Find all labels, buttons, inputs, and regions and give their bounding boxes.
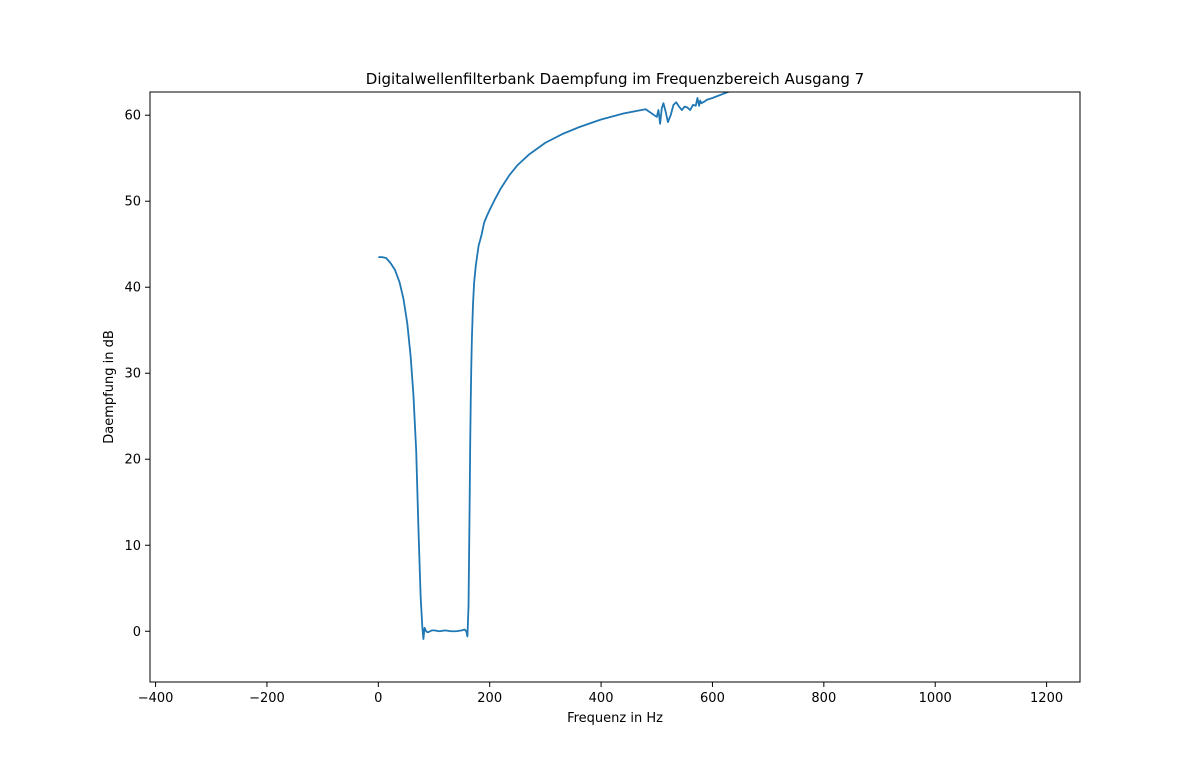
y-axis-ticks: 0 10 20 30 40 50 60	[124, 109, 150, 640]
y-tick-label: 10	[124, 539, 141, 554]
y-tick-label: 0	[133, 625, 141, 640]
y-tick-label: 50	[124, 195, 141, 210]
x-tick-label: 600	[700, 691, 725, 706]
y-tick-label: 20	[124, 453, 141, 468]
y-tick-label: 60	[124, 109, 141, 124]
x-tick-label: 200	[477, 691, 502, 706]
x-tick-label: 400	[589, 691, 614, 706]
x-tick-label: −400	[138, 691, 174, 706]
x-tick-label: −200	[249, 691, 285, 706]
x-tick-label: 1000	[919, 691, 952, 706]
y-axis-label: Daempfung in dB	[102, 330, 117, 443]
plot-frame	[149, 91, 1081, 683]
chart-title: Digitalwellenfilterbank Daempfung im Fre…	[366, 70, 864, 88]
x-tick-label: 1200	[1030, 691, 1063, 706]
y-tick-label: 40	[124, 281, 141, 296]
y-tick-label: 30	[124, 367, 141, 382]
x-tick-label: 800	[811, 691, 836, 706]
series-line	[378, 92, 731, 640]
x-tick-label: 0	[374, 691, 382, 706]
x-axis-label: Frequenz in Hz	[567, 711, 663, 726]
x-axis-ticks: −400 −200 0 200 400 600 800 1000 1200	[138, 682, 1063, 706]
